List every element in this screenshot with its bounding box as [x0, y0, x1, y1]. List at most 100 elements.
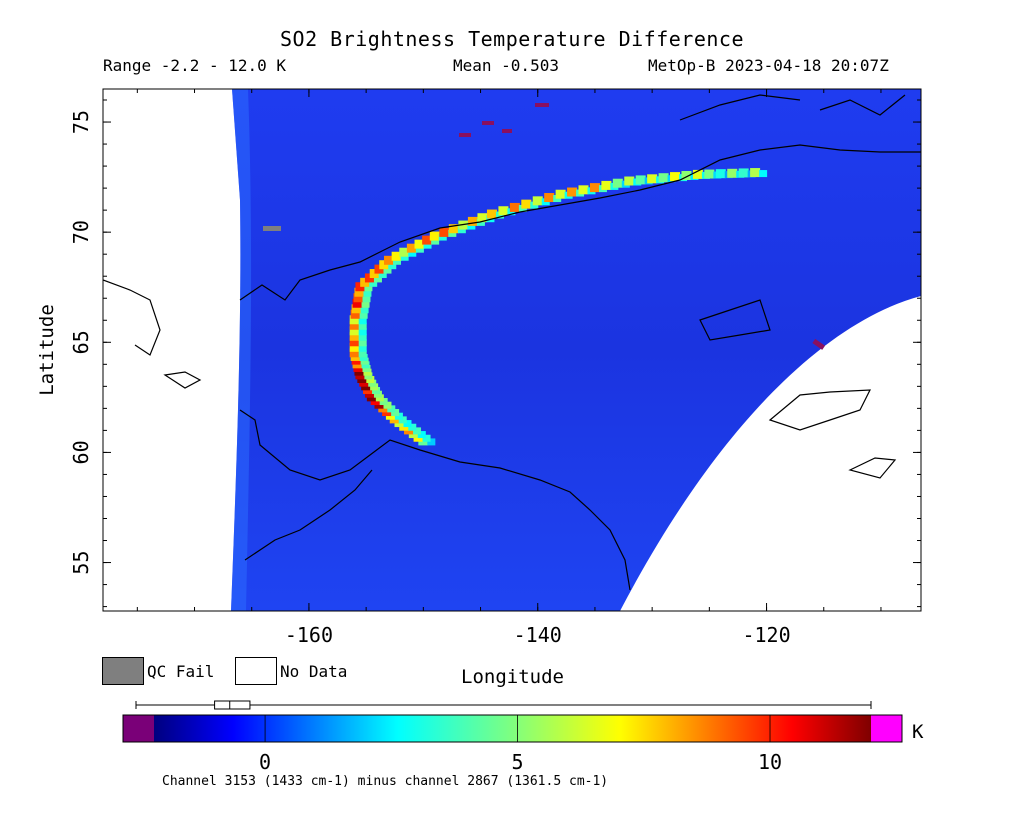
x-axis-ticks: -160 -140 -120	[136, 89, 882, 647]
plume-halo-cell	[375, 394, 384, 402]
plume-cell	[429, 231, 440, 241]
plume-cell	[681, 171, 692, 180]
plume-halo-cell	[359, 311, 368, 319]
plume-halo-cell	[358, 339, 367, 347]
plume-cell	[532, 196, 543, 206]
plume-cell	[354, 287, 365, 297]
qc-fail-swatch	[102, 657, 144, 685]
plume-halo-cell	[360, 357, 369, 365]
x-tick-label: -140	[514, 623, 562, 647]
plume-cell	[350, 309, 361, 319]
qc-fail-pixel	[263, 226, 281, 231]
colorbar-tick-label: 10	[758, 750, 782, 774]
plume-halo-cell	[372, 387, 381, 395]
plume-halo-cell	[362, 295, 371, 303]
x-tick-label: -120	[742, 623, 790, 647]
plume-halo-cell	[415, 245, 424, 253]
no-data-label: No Data	[280, 662, 348, 681]
plume-cell	[439, 227, 450, 237]
plume-halo-cell	[427, 438, 436, 446]
plume-cell	[486, 209, 497, 219]
plume-halo-cell	[363, 289, 372, 297]
plume-cell	[391, 251, 402, 261]
plume-halo-cell	[393, 257, 402, 265]
plume-cell	[658, 173, 669, 183]
boxplot-box	[214, 700, 251, 710]
plot-frame	[102, 88, 922, 612]
x-tick-label: -160	[285, 623, 333, 647]
plume-cell	[521, 199, 532, 209]
plume-cell	[352, 298, 363, 308]
plume-halo-cell	[358, 333, 367, 341]
plume-halo-cell	[448, 229, 457, 237]
plume-cell	[727, 168, 738, 178]
colorbar-tick-label: 5	[512, 750, 524, 774]
plume-halo-cell	[368, 379, 377, 387]
plume-halo-cell	[423, 241, 432, 249]
y-tick-label: 55	[69, 550, 93, 574]
plume-halo-cell	[361, 361, 370, 369]
plume-cell	[477, 213, 488, 223]
range-text: Range -2.2 - 12.0 K	[103, 56, 287, 75]
plume-halo-cell	[364, 372, 373, 380]
plume-cell	[384, 255, 395, 265]
plume-halo-cell	[408, 249, 417, 257]
plume-cell	[567, 187, 578, 197]
plume-cell	[349, 320, 360, 330]
coastlines	[103, 94, 921, 591]
plume-halo-cell	[363, 368, 372, 376]
plume-cell	[448, 224, 459, 234]
plume-cell	[601, 180, 612, 190]
mean-text: Mean -0.503	[453, 56, 559, 75]
plume-halo-cell	[358, 344, 367, 352]
plume-cell	[624, 176, 635, 186]
plume-halo-cell	[387, 405, 396, 413]
colorbar-frame	[122, 714, 903, 743]
plume-cell	[647, 174, 658, 184]
colorbar-under-box	[123, 715, 154, 742]
plume-halo-cell	[408, 423, 417, 431]
y-axis-ticks: 75 70 65 60 55	[69, 99, 921, 608]
chart-title: SO2 Brightness Temperature Difference	[279, 27, 745, 51]
plume-halo-cell	[358, 322, 367, 330]
plume-cell	[349, 337, 360, 347]
plume-halo-cell	[391, 409, 400, 417]
outlier-pixel	[482, 121, 494, 125]
plume-halo-cell	[378, 271, 387, 279]
plume-cell	[399, 247, 410, 257]
plume-cell	[353, 293, 364, 303]
plume-cell	[692, 169, 703, 179]
no-data-swatch	[235, 657, 277, 685]
plume-halo-cell	[431, 237, 440, 245]
y-tick-label: 60	[69, 440, 93, 464]
plume-halo-cell	[457, 226, 466, 234]
plume-cell	[406, 243, 417, 253]
colorbar-gradient	[154, 715, 871, 742]
satellite-swath	[231, 89, 921, 611]
plume-cell	[349, 315, 360, 325]
plume-halo-cell	[398, 416, 407, 424]
plume-halo-cell	[362, 364, 371, 372]
plume-cell	[349, 331, 360, 341]
colorbar-unit: K	[912, 721, 924, 743]
plume-cell	[509, 202, 520, 212]
plume-halo-cell	[388, 262, 397, 270]
plume-cell	[670, 172, 681, 182]
plume-cell	[750, 168, 761, 178]
plume-halo-cell	[403, 420, 412, 428]
y-tick-label: 65	[69, 330, 93, 354]
plume-cell	[589, 183, 600, 193]
plume-halo-cell	[373, 275, 382, 283]
plume-halo-cell	[486, 215, 495, 223]
plume-halo-cell	[366, 376, 375, 383]
plume-cell	[349, 342, 360, 352]
plume-halo-cell	[358, 350, 367, 358]
plume-cell	[715, 169, 726, 179]
qc-fail-label: QC Fail	[147, 662, 215, 681]
plume-halo-cell	[358, 328, 367, 336]
outlier-pixel	[812, 338, 826, 350]
plume-halo-cell	[383, 266, 392, 274]
swath-area	[103, 89, 921, 611]
plume-cell	[612, 178, 623, 188]
